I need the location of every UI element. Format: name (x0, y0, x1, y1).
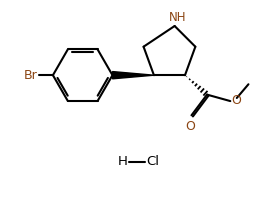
Polygon shape (112, 72, 154, 79)
Text: Br: Br (24, 69, 37, 82)
Text: Cl: Cl (146, 155, 159, 168)
Text: O: O (232, 94, 242, 107)
Text: O: O (185, 120, 195, 133)
Text: NH: NH (169, 11, 186, 24)
Text: H: H (118, 155, 128, 168)
